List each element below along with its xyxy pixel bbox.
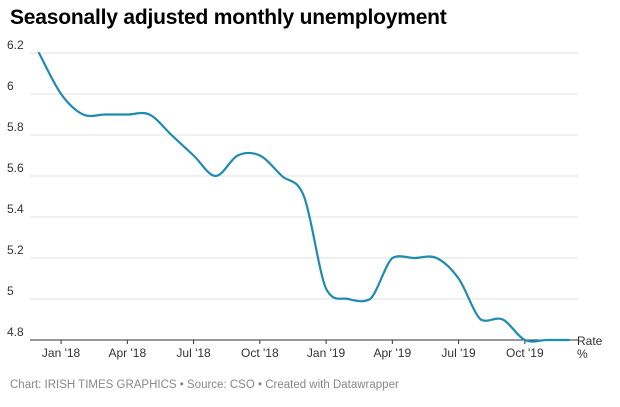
footer-created: Created with Datawrapper: [265, 379, 399, 391]
y-tick-label: 5: [7, 284, 14, 298]
y-tick-label: 5.6: [7, 161, 24, 175]
chart-title: Seasonally adjusted monthly unemployment: [10, 6, 447, 29]
x-tick-label: Jul '19: [441, 346, 476, 360]
x-tick-label: Jan '19: [307, 346, 346, 360]
y-tick-label: 6: [7, 79, 14, 93]
x-tick-label: Jul '18: [176, 346, 211, 360]
x-tick-label: Oct '19: [506, 346, 544, 360]
series-label-rate: Rate: [577, 334, 603, 348]
footer-separator: •: [257, 379, 262, 391]
y-tick-label: 4.8: [7, 325, 24, 339]
x-tick-label: Apr '18: [109, 346, 147, 360]
x-tick-label: Oct '18: [241, 346, 279, 360]
y-tick-label: 5.8: [7, 120, 24, 134]
series-layer: [37, 51, 571, 343]
y-tick-label: 5.2: [7, 243, 24, 257]
y-axis-tick-labels: 4.8 5 5.2 5.4 5.6 5.8 6 6.2: [7, 38, 24, 339]
footer-separator: •: [179, 379, 184, 391]
x-axis-tick-labels: Jan '18 Apr '18 Jul '18 Oct '18 Jan '19 Apr '…: [42, 340, 544, 360]
x-tick-label: Jan '18: [42, 346, 81, 360]
chart-footer: Chart: IRISH TIMES GRAPHICS • Source: CS…: [10, 379, 399, 391]
grid-layer: [30, 52, 578, 341]
x-tick-label: Apr '19: [374, 346, 412, 360]
y-tick-label: 5.4: [7, 202, 24, 216]
footer-credit: Chart: IRISH TIMES GRAPHICS: [10, 379, 177, 391]
series-line-rate: [37, 51, 571, 343]
series-label-layer: Rate %: [577, 334, 603, 361]
footer-source: Source: CSO: [187, 379, 255, 391]
y-tick-label: 6.2: [7, 38, 24, 52]
series-label-unit: %: [577, 347, 588, 361]
